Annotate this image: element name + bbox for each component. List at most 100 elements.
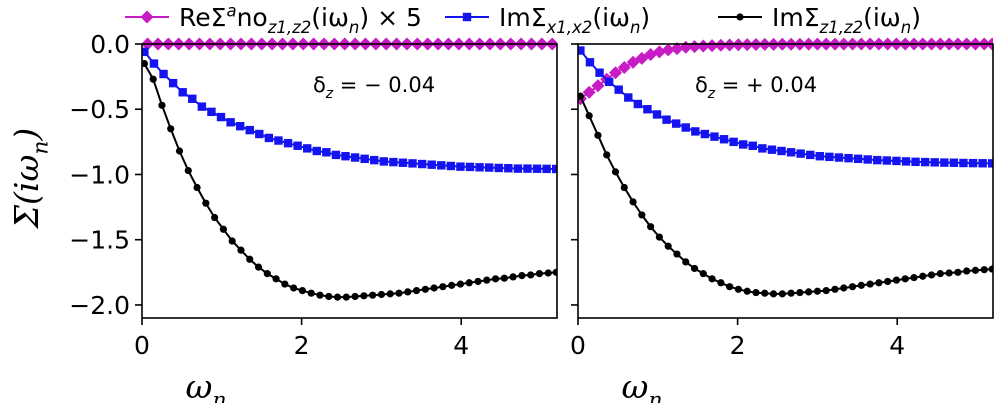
im_x-point [417,159,427,169]
im_z-point [673,250,681,258]
x-axis-label: ωn [622,367,663,403]
im_z-point [655,233,664,241]
im_x-point [585,58,595,67]
axes-frame [577,43,994,319]
x-tick-label: 4 [889,331,905,360]
im_z-point [421,285,429,293]
legend-item-im_x: ImΣx1,x2(iωn) [445,3,650,37]
im_z-point [927,271,936,279]
im_z-point [474,277,482,286]
im_x-point [389,157,398,167]
delta-annotation: δz = − 0.04 [313,73,435,102]
y-tick-label: −1.5 [69,226,130,255]
im_x-point [293,141,302,150]
im_z-point [211,213,219,222]
im_x-point [940,158,949,167]
im_z-point [805,288,813,296]
im_x-point [863,155,872,164]
im_x-point [283,138,293,148]
im_z-point [149,75,157,83]
im_z-point [638,211,646,219]
im_x-point [796,149,805,158]
im_z-point [875,279,883,287]
im_z-point [848,283,857,291]
im_z-point [509,273,517,281]
im_x-point [360,154,369,164]
im_x-point [844,153,853,163]
y-tick-label: −1.0 [69,160,130,189]
im_x-point [523,164,532,173]
im_z-point [664,242,672,250]
im_x-point [379,157,389,166]
im_x-point [719,135,729,144]
im_z-point [690,264,699,273]
im_z-point [263,270,271,278]
im_z-point [325,292,333,301]
im_z-point [193,183,201,192]
im_z-point [175,147,184,155]
im_x-point [504,164,513,173]
im_z-point [500,274,508,282]
im_z-point [377,290,386,299]
im_x-point [370,155,379,165]
im_z-point [988,265,993,273]
im_x-point [178,88,187,97]
y-tick-label: 0.0 [90,30,130,59]
im_x-point [475,163,484,172]
im_z-point [298,287,307,295]
re_ano-point [661,43,675,57]
im_z-point [796,288,804,297]
im_x-point [767,145,777,154]
im_x-point [312,146,321,156]
im_x-point [484,163,494,172]
im_x-point [578,46,585,55]
im_z-point [465,279,473,287]
im_x-point [911,157,920,167]
im_z-point [404,288,412,296]
im_x-point [408,159,417,168]
x-tick-label: 2 [730,331,746,360]
im_x-line [579,49,993,165]
im_z-point [184,166,192,175]
im_x-point [168,78,178,88]
im_x-point [901,157,911,166]
im_z-point [412,287,421,295]
im_x-point [633,99,643,109]
im_z-point [919,272,927,280]
im_x-point [226,118,235,127]
x-tick-label: 0 [134,331,150,360]
im_z-point [884,277,892,286]
im_x-point [398,158,408,167]
y-tick-label: −2.0 [69,291,130,320]
im_x-point [882,156,892,165]
im_z-point [936,270,944,278]
legend-label: ImΣx1,x2(iωn) [499,3,650,37]
im_z-point [430,284,438,292]
im_x-point [604,77,614,87]
y-tick-label: −0.5 [69,95,130,124]
im_z-point [544,269,552,277]
im_z-point [351,292,359,301]
re_ano-point [591,79,605,93]
im_z-point [857,281,865,289]
im_z-point [682,258,690,266]
legend-circle-icon [736,13,744,21]
im_z-point [527,271,535,279]
im_z-point [892,276,901,284]
im_z-point [202,199,210,207]
im_z-point [629,198,637,206]
im_x-point [427,160,436,169]
im_z-point [491,275,500,283]
im_x-point [834,153,844,162]
im_z-point [369,291,377,299]
im_x-point [207,107,216,117]
im_z-point [219,225,228,233]
im_x-point [988,159,993,168]
legend-item-re_ano: ReΣanoz1,z2(iωn) × 5 [125,2,422,37]
im_x-point [350,153,360,162]
im_z-point [386,290,394,298]
im_z-point [228,237,236,245]
im_z-point [620,183,628,192]
im_x-point [671,119,681,128]
re_ano-point [714,38,728,52]
